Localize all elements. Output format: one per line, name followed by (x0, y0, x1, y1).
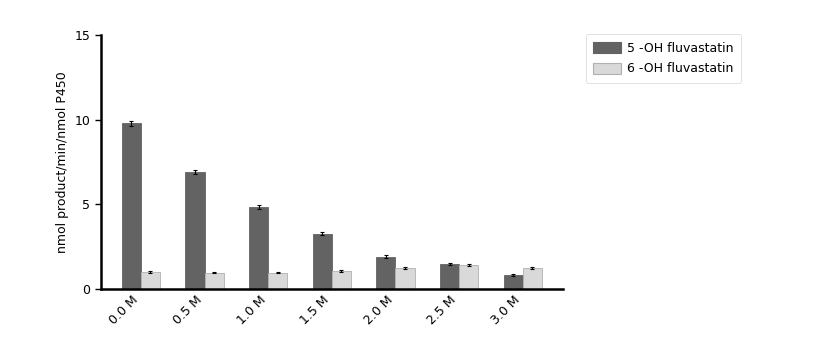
Bar (312, 234, 332, 289)
Bar (141, 272, 160, 289)
Bar (376, 257, 396, 289)
Y-axis label: nmol product/min/nmol P450: nmol product/min/nmol P450 (56, 71, 69, 253)
Bar (504, 275, 522, 289)
Bar (268, 272, 287, 289)
Bar (522, 268, 542, 289)
Bar (122, 123, 141, 289)
Legend: 5 -OH fluvastatin, 6 -OH fluvastatin: 5 -OH fluvastatin, 6 -OH fluvastatin (585, 34, 741, 83)
Bar (186, 172, 204, 289)
Bar (332, 271, 351, 289)
Bar (204, 272, 223, 289)
Bar (440, 264, 459, 289)
Bar (459, 265, 478, 289)
Bar (249, 207, 268, 289)
Bar (396, 268, 414, 289)
